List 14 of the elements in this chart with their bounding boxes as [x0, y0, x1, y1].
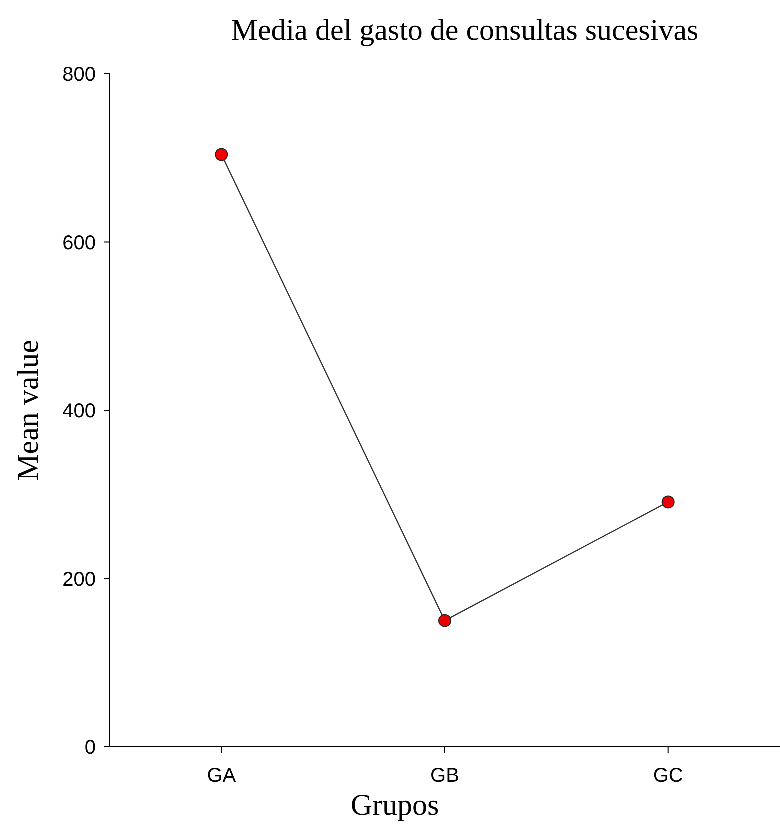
y-tick-label: 0	[84, 737, 96, 759]
x-tick-label: GA	[207, 765, 237, 787]
x-axis-title: Grupos	[350, 789, 440, 822]
y-axis-title: Mean value	[12, 340, 45, 481]
y-tick-label: 600	[62, 232, 96, 254]
y-tick-label: 800	[62, 64, 96, 86]
y-tick-label: 200	[62, 568, 96, 591]
point	[662, 496, 675, 509]
point	[215, 148, 228, 162]
point	[438, 614, 452, 628]
x-tick-label: GB	[430, 765, 460, 787]
y-tick-label: 400	[62, 400, 96, 422]
x-tick-label: GC	[653, 765, 684, 787]
chart-title: Media del gasto de consultas sucesivas	[231, 14, 699, 47]
